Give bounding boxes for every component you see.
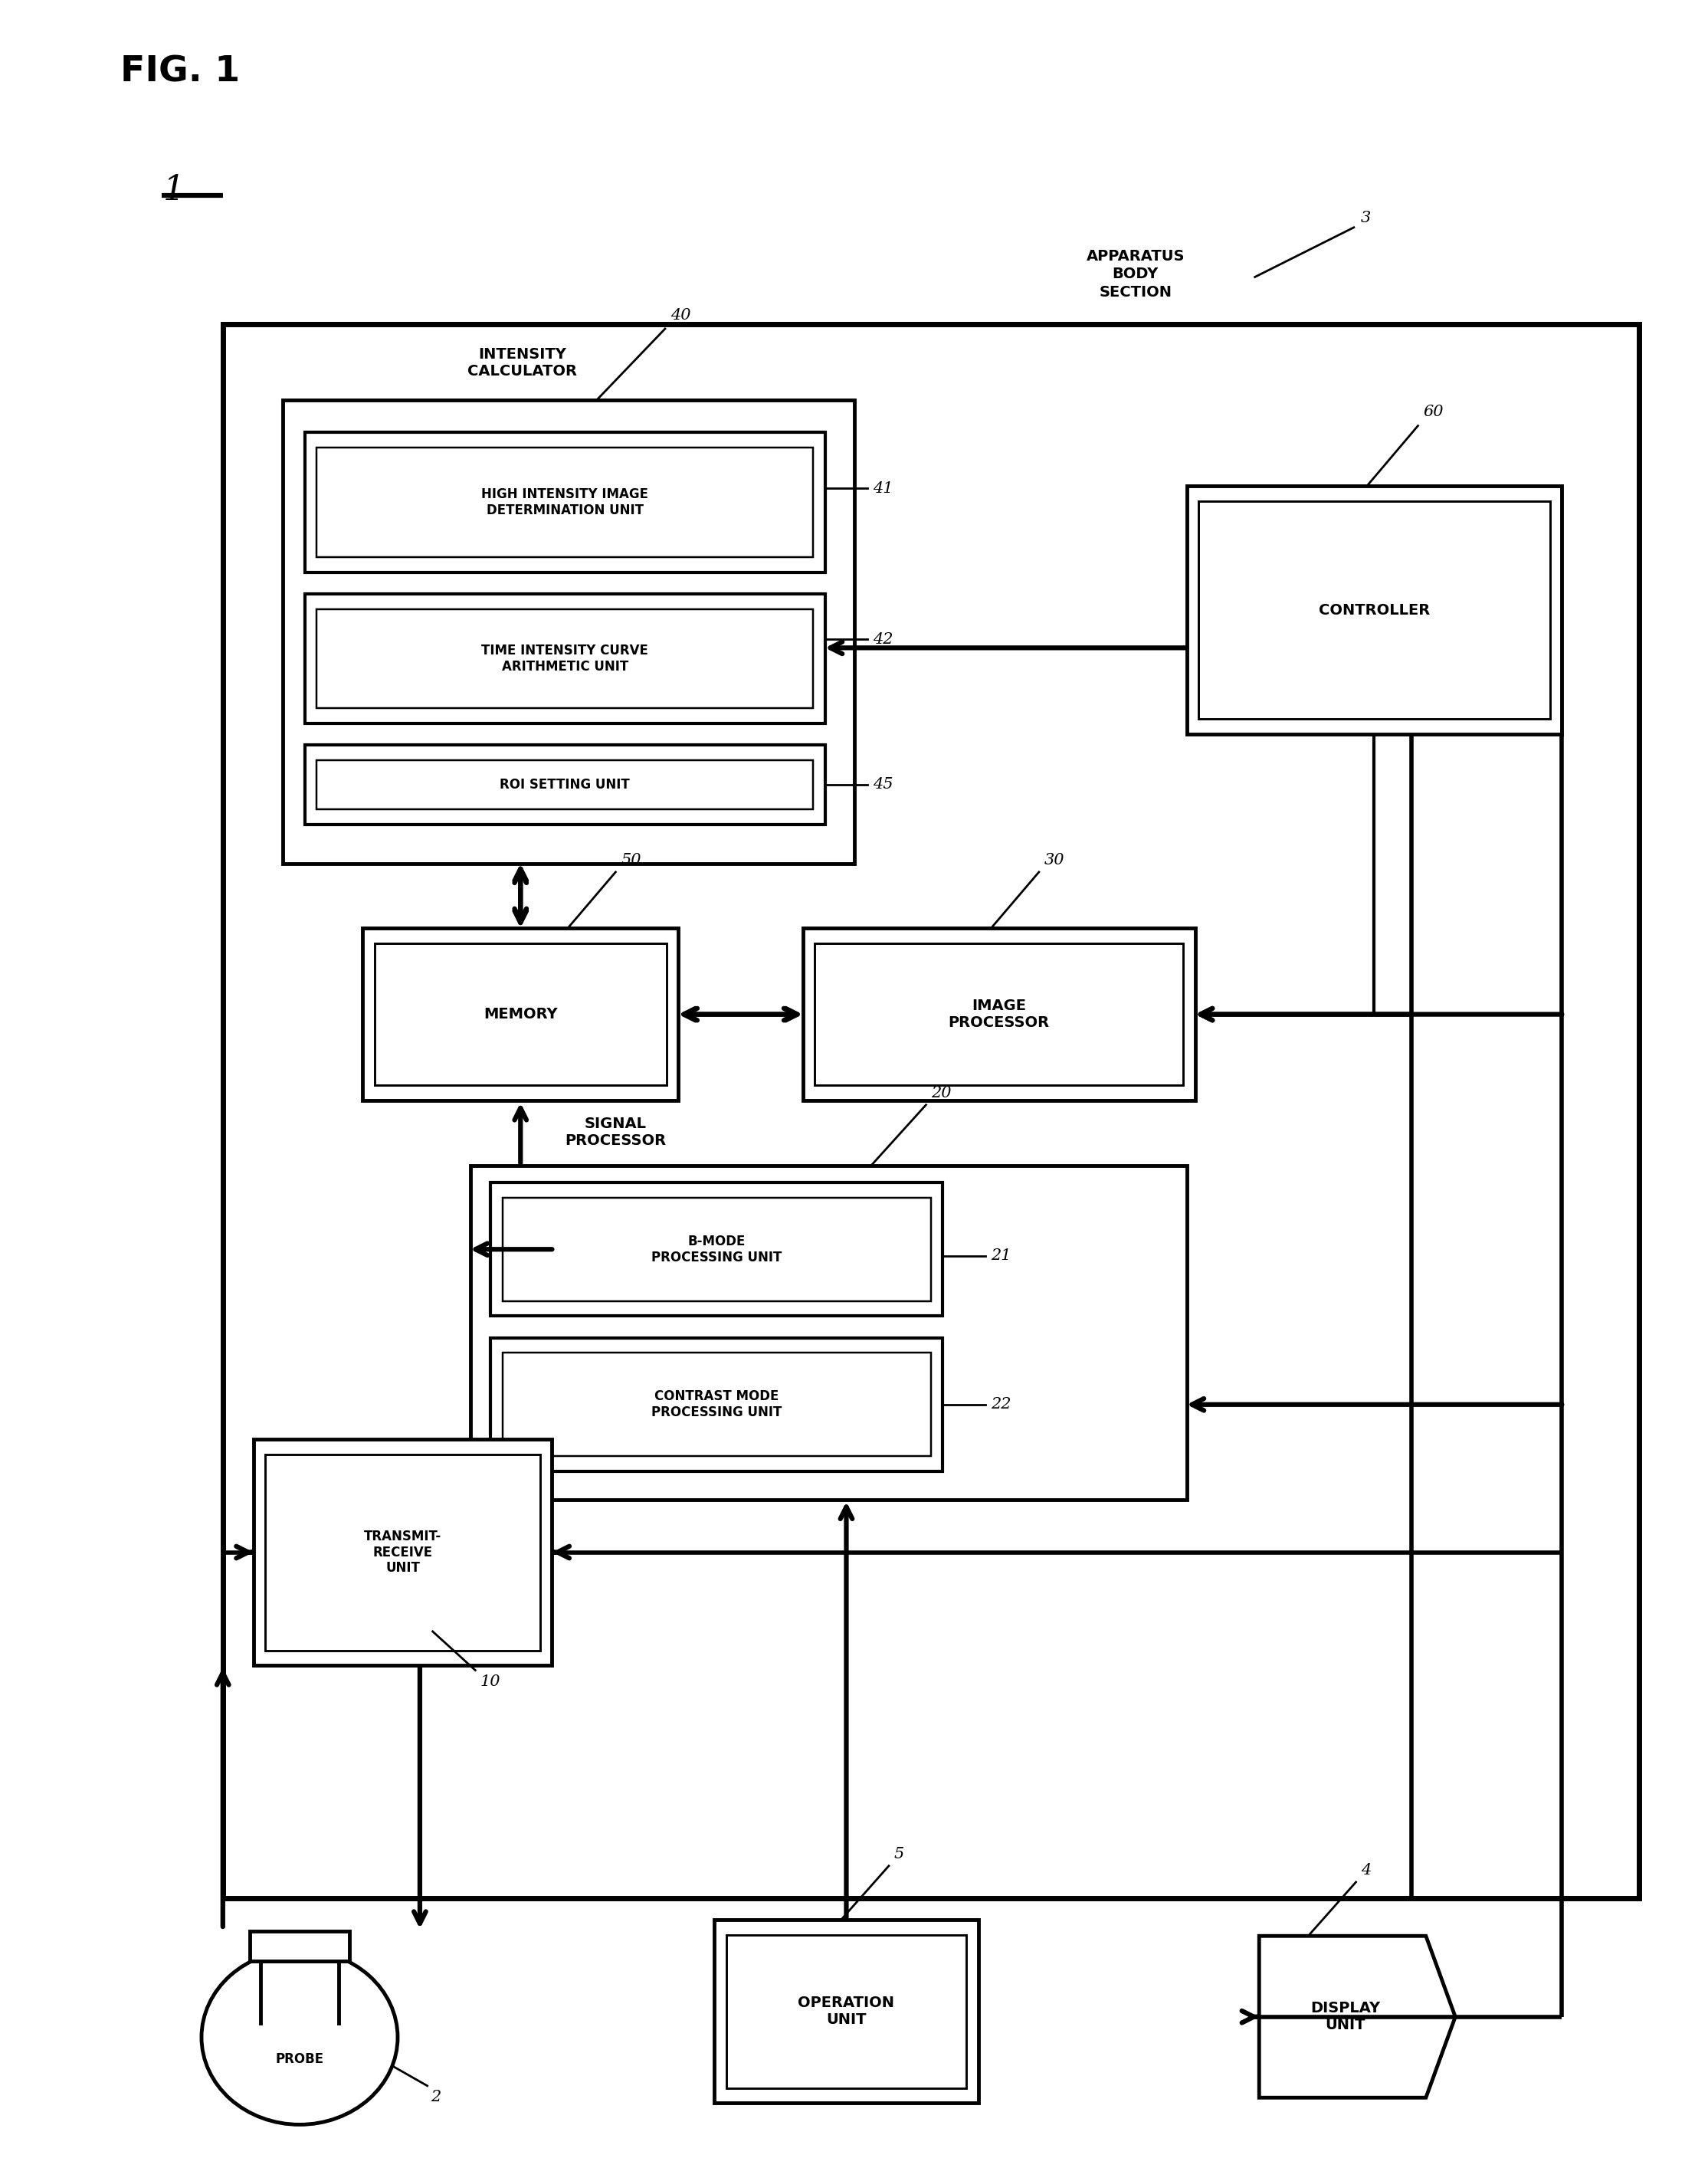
- Text: 3: 3: [1361, 211, 1372, 224]
- Text: 41: 41: [873, 481, 893, 496]
- Bar: [362, 928, 678, 1101]
- Bar: [502, 1198, 931, 1301]
- Ellipse shape: [202, 1951, 398, 2126]
- Bar: [374, 943, 666, 1085]
- Text: DISPLAY
UNIT: DISPLAY UNIT: [1310, 2000, 1380, 2033]
- Text: 30: 30: [1044, 852, 1064, 868]
- Text: TRANSMIT-
RECEIVE
UNIT: TRANSMIT- RECEIVE UNIT: [364, 1530, 442, 1575]
- Bar: [815, 943, 1184, 1085]
- Bar: [502, 1353, 931, 1457]
- Bar: [249, 1931, 348, 1962]
- Text: FIG. 1: FIG. 1: [121, 54, 241, 88]
- Bar: [304, 593, 825, 723]
- Text: 2: 2: [430, 2089, 441, 2104]
- Text: 1: 1: [164, 173, 184, 207]
- Text: CONTRAST MODE
PROCESSING UNIT: CONTRAST MODE PROCESSING UNIT: [651, 1390, 782, 1420]
- Bar: [222, 324, 1638, 1899]
- Text: IMAGE
PROCESSOR: IMAGE PROCESSOR: [948, 999, 1050, 1029]
- Text: TIME INTENSITY CURVE
ARITHMETIC UNIT: TIME INTENSITY CURVE ARITHMETIC UNIT: [482, 643, 649, 673]
- Text: SIGNAL
PROCESSOR: SIGNAL PROCESSOR: [565, 1116, 666, 1148]
- Bar: [714, 1921, 979, 2104]
- Text: B-MODE
PROCESSING UNIT: B-MODE PROCESSING UNIT: [651, 1234, 782, 1265]
- Bar: [229, 2026, 371, 2050]
- Bar: [803, 928, 1196, 1101]
- Text: 22: 22: [991, 1396, 1011, 1411]
- Text: 60: 60: [1423, 406, 1443, 419]
- Bar: [265, 1454, 540, 1651]
- Bar: [490, 1338, 943, 1472]
- Bar: [1187, 486, 1561, 734]
- Text: MEMORY: MEMORY: [483, 1008, 557, 1021]
- Text: 45: 45: [873, 777, 893, 792]
- Text: 40: 40: [670, 309, 690, 322]
- Bar: [1199, 501, 1549, 719]
- Text: 21: 21: [991, 1249, 1011, 1262]
- Bar: [726, 1936, 967, 2089]
- Text: HIGH INTENSITY IMAGE
DETERMINATION UNIT: HIGH INTENSITY IMAGE DETERMINATION UNIT: [482, 488, 649, 518]
- Bar: [282, 399, 854, 863]
- Bar: [304, 745, 825, 824]
- Text: 42: 42: [873, 632, 893, 647]
- Text: INTENSITY
CALCULATOR: INTENSITY CALCULATOR: [468, 347, 577, 378]
- Text: 4: 4: [1361, 1862, 1372, 1877]
- Text: 50: 50: [620, 852, 640, 868]
- Bar: [316, 609, 813, 708]
- Bar: [470, 1165, 1187, 1500]
- Text: CONTROLLER: CONTROLLER: [1319, 602, 1430, 617]
- Text: 10: 10: [480, 1675, 500, 1690]
- Text: 20: 20: [931, 1085, 951, 1101]
- Bar: [316, 447, 813, 557]
- Bar: [260, 1962, 338, 2044]
- Bar: [316, 760, 813, 809]
- Text: OPERATION
UNIT: OPERATION UNIT: [798, 1996, 895, 2026]
- Bar: [490, 1183, 943, 1316]
- Text: ULTRASOUND
PROBE: ULTRASOUND PROBE: [251, 2035, 348, 2065]
- Text: APPARATUS
BODY
SECTION: APPARATUS BODY SECTION: [1086, 248, 1185, 300]
- Text: ROI SETTING UNIT: ROI SETTING UNIT: [500, 777, 630, 792]
- Bar: [253, 1439, 552, 1666]
- Bar: [304, 432, 825, 572]
- Polygon shape: [1259, 1936, 1455, 2098]
- Text: 5: 5: [893, 1847, 904, 1862]
